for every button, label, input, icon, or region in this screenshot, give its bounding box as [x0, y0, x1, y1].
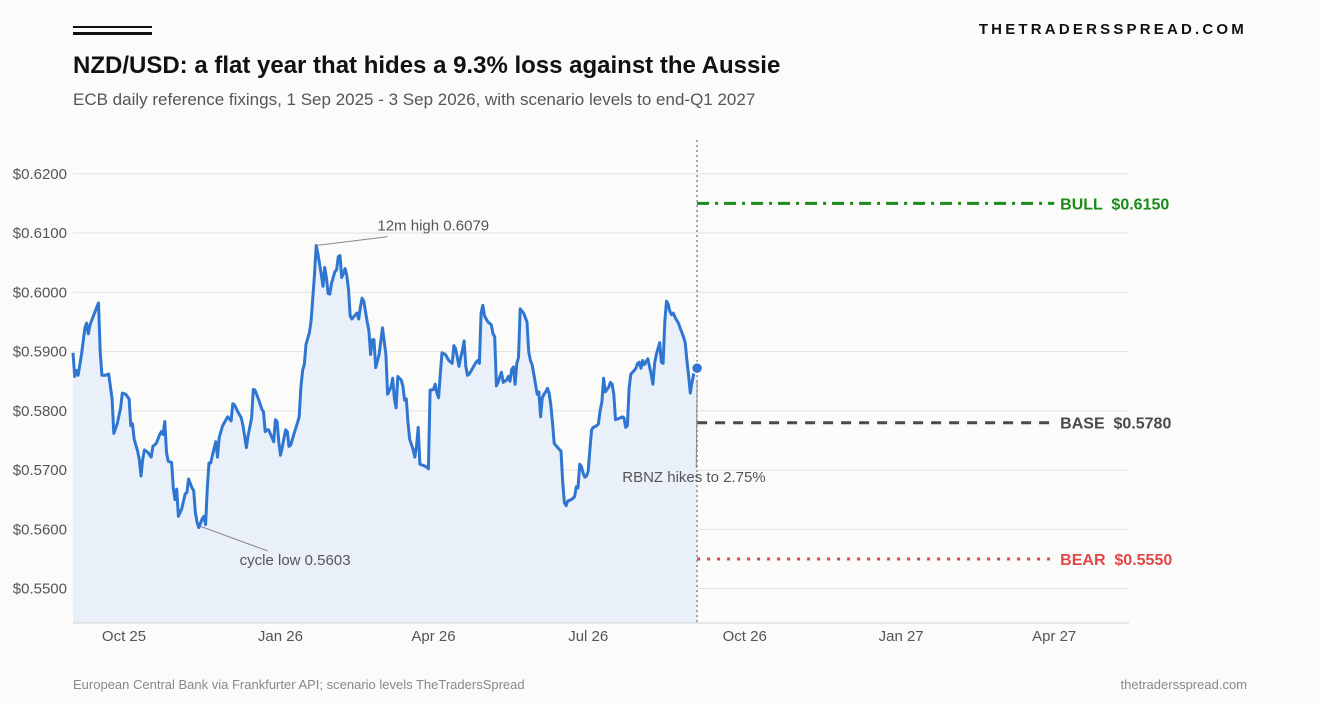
header-rule-bottom: [73, 32, 152, 35]
last-point-marker: [690, 361, 704, 375]
x-tick-label: Jan 26: [258, 628, 303, 645]
x-tick-label: Jan 27: [879, 628, 924, 645]
axes: $0.5500 $0.5600 $0.5700 $0.5800 $0.5900 $0.60…: [13, 166, 1129, 645]
site-url: thetradersspread.com: [1120, 677, 1247, 692]
y-tick-label: $0.5500: [13, 581, 67, 598]
scenario-levels: BULL $0.6150 BASE $0.5780 BEAR $0.5550: [697, 196, 1172, 569]
header-rule-top: [73, 26, 152, 28]
chart-title: NZD/USD: a flat year that hides a 9.3% l…: [73, 52, 781, 79]
brand-wordmark: THETRADERSSPREAD.COM: [978, 21, 1247, 38]
x-tick-label: Apr 26: [411, 628, 455, 645]
x-tick-label: Oct 25: [102, 628, 146, 645]
y-tick-label: $0.5600: [13, 521, 67, 538]
y-tick-label: $0.5800: [13, 403, 67, 420]
x-tick-label: Apr 27: [1032, 628, 1076, 645]
y-tick-label: $0.6000: [13, 284, 67, 301]
scenario-label: BASE $0.5780: [1060, 416, 1171, 433]
y-tick-label: $0.5900: [13, 344, 67, 361]
annotation-label: cycle low 0.5603: [240, 552, 351, 569]
annotation-label: 12m high 0.6079: [377, 218, 489, 235]
scenario-label: BULL $0.6150: [1060, 196, 1169, 213]
scenario-label: BEAR $0.5550: [1060, 552, 1172, 569]
y-tick-label: $0.6200: [13, 166, 67, 183]
annotation-leader: [316, 236, 388, 246]
annotations: 12m high 0.6079 cycle low 0.5603 RBNZ hike…: [200, 218, 766, 569]
source-note: European Central Bank via Frankfurter AP…: [73, 677, 525, 692]
area-fill-layer: [73, 245, 698, 623]
y-tick-label: $0.6100: [13, 225, 67, 242]
annotation-leader: [695, 381, 698, 468]
area-fill: [73, 245, 698, 623]
chart-subtitle: ECB daily reference fixings, 1 Sep 2025 …: [73, 90, 756, 109]
x-tick-label: Oct 26: [723, 628, 767, 645]
price-line: [71, 244, 699, 530]
annotation-leader: [200, 525, 268, 552]
annotation-label: RBNZ hikes to 2.75%: [622, 469, 765, 486]
x-tick-label: Jul 26: [568, 628, 608, 645]
y-tick-label: $0.5700: [13, 462, 67, 479]
